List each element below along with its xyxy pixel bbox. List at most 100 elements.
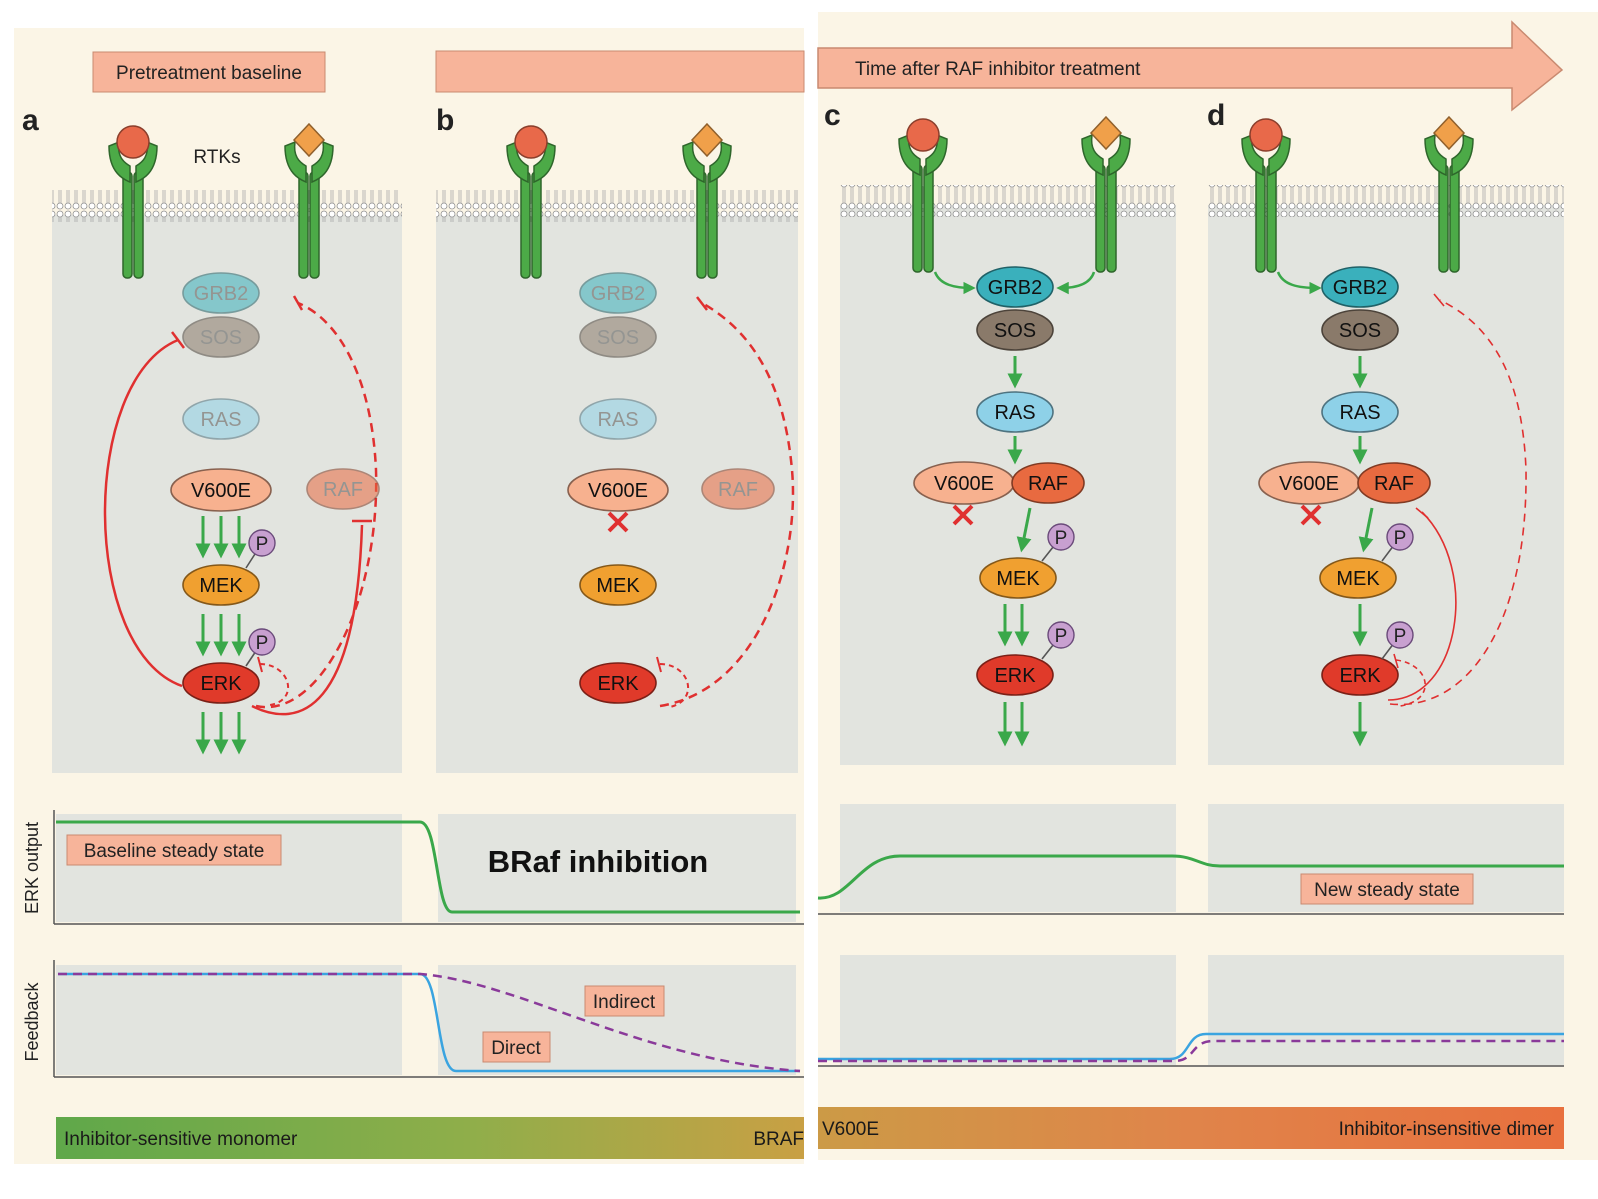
v600e-node: V600E: [913, 461, 1015, 505]
time-arrow: [817, 20, 1564, 112]
v600e-bar-label: V600E: [822, 1119, 879, 1140]
braf-inhibition-label: BRaf inhibition: [488, 844, 708, 879]
ligand-diamond-icon: [1432, 115, 1466, 151]
grb2-node: GRB2: [182, 272, 260, 314]
erk-output-curve-right: [817, 854, 1564, 900]
ras-label: RAS: [994, 402, 1035, 424]
sos-node: SOS: [1321, 309, 1399, 351]
phospho-node: P: [1041, 523, 1075, 562]
ras-node: RAS: [976, 391, 1054, 433]
v600e-label: V600E: [191, 480, 251, 502]
mek-label: MEK: [199, 575, 243, 597]
rtk-receptor: [1081, 115, 1131, 273]
v600e-label: V600E: [1279, 473, 1339, 495]
panel-letter-c: c: [824, 99, 841, 132]
erk-output-bg-a: [56, 814, 402, 922]
time-arrow-left-segment: [435, 50, 805, 93]
mek-node: MEK: [979, 557, 1057, 599]
bottom-bar-right: [818, 1107, 1564, 1149]
inhibited-x-b: [607, 511, 629, 533]
phospho-node: P: [245, 529, 276, 569]
inhibited-x-d: [1300, 504, 1322, 526]
erk-output-curve-left: [56, 820, 800, 914]
erk-node: ERK: [579, 662, 657, 704]
new-steady-state-label: New steady state: [1314, 880, 1460, 901]
pathway-nodes: GRB2 SOS RAS V600E RAF MEK ERK P P GRB2 SOS RAS V600…: [170, 266, 1431, 704]
mek-node: MEK: [1319, 557, 1397, 599]
rtk-receptor: [898, 118, 948, 273]
erk-output-bg-b: [438, 814, 796, 922]
inhibition-bar: [257, 656, 263, 673]
direct-label-box: [482, 1031, 551, 1063]
grb2-node: GRB2: [976, 266, 1054, 308]
baseline-steady-state-box: [66, 834, 282, 866]
ras-label: RAS: [1339, 402, 1380, 424]
grb2-label: GRB2: [988, 277, 1042, 299]
sos-node: SOS: [579, 316, 657, 358]
membrane-a: [52, 190, 402, 222]
grb2-label: GRB2: [1333, 277, 1387, 299]
raf-node: RAF: [1357, 462, 1431, 504]
ligand-circle-icon: [116, 125, 150, 159]
sos-label: SOS: [200, 327, 242, 349]
raf-label: RAF: [1374, 473, 1414, 495]
mek-label: MEK: [596, 575, 640, 597]
sos-node: SOS: [182, 316, 260, 358]
erk-label: ERK: [597, 673, 639, 695]
erk-output-bg-c: [840, 804, 1176, 912]
raf-label: RAF: [1028, 473, 1068, 495]
phospho-label: P: [256, 633, 269, 654]
bottom-bar-left: [56, 1117, 804, 1159]
erk-label: ERK: [994, 665, 1036, 687]
membrane-c: [840, 185, 1176, 217]
ligand-diamond-icon: [690, 122, 724, 158]
inhibition-bar: [696, 296, 708, 311]
rtk-receptor: [1424, 115, 1474, 273]
rtk-receptor: [1241, 118, 1291, 273]
inhibited-x-c: [952, 504, 974, 526]
activation-arrow: [1276, 271, 1322, 295]
raf-label: RAF: [718, 479, 758, 501]
v600e-node: V600E: [567, 468, 669, 512]
sos-label: SOS: [994, 320, 1036, 342]
erk-to-raf-inhibition-a: [251, 524, 364, 716]
ras-node: RAS: [182, 398, 260, 440]
indirect-label: Indirect: [593, 992, 656, 1013]
phospho-label: P: [256, 534, 269, 555]
ligand-diamond-icon: [292, 122, 326, 158]
indirect-feedback-curve-left: [58, 972, 801, 1073]
v600e-label: V600E: [588, 480, 648, 502]
mek-label: MEK: [1336, 568, 1380, 590]
erk-to-raf-inhibition-d: [1387, 511, 1457, 701]
feedback-bg-d: [1208, 955, 1564, 1065]
indirect-feedback-b: [659, 301, 795, 708]
raf-node: RAF: [1011, 462, 1085, 504]
activation-arrow: [1016, 507, 1032, 553]
panel-letter-b: b: [436, 104, 454, 137]
v600e-label: V600E: [934, 473, 994, 495]
rtk-receptor: [284, 122, 334, 279]
phospho-node: P: [1381, 621, 1414, 660]
activation-arrow: [1056, 271, 1096, 295]
grb2-node: GRB2: [579, 272, 657, 314]
erk-to-sos-inhibition-a: [103, 338, 183, 688]
phospho-node: P: [245, 628, 276, 667]
phospho-label: P: [1394, 528, 1407, 549]
mek-label: MEK: [996, 568, 1040, 590]
panel-letter-a: a: [22, 104, 39, 137]
activation-arrow: [933, 271, 976, 295]
baseline-steady-state-label: Baseline steady state: [84, 841, 265, 862]
grb2-node: GRB2: [1321, 266, 1399, 308]
feedback-bg-c: [840, 955, 1176, 1065]
grb2-label: GRB2: [194, 283, 248, 305]
ras-node: RAS: [579, 398, 657, 440]
ligand-diamond-icon: [1089, 115, 1123, 151]
v600e-node: V600E: [170, 468, 272, 512]
ligand-circle-icon: [1249, 118, 1283, 152]
inhibitor-sensitive-label: Inhibitor-sensitive monomer: [64, 1129, 298, 1150]
sos-node: SOS: [976, 309, 1054, 351]
phospho-node: P: [1381, 523, 1414, 562]
inhibitor-insensitive-label: Inhibitor-insensitive dimer: [1339, 1119, 1555, 1140]
